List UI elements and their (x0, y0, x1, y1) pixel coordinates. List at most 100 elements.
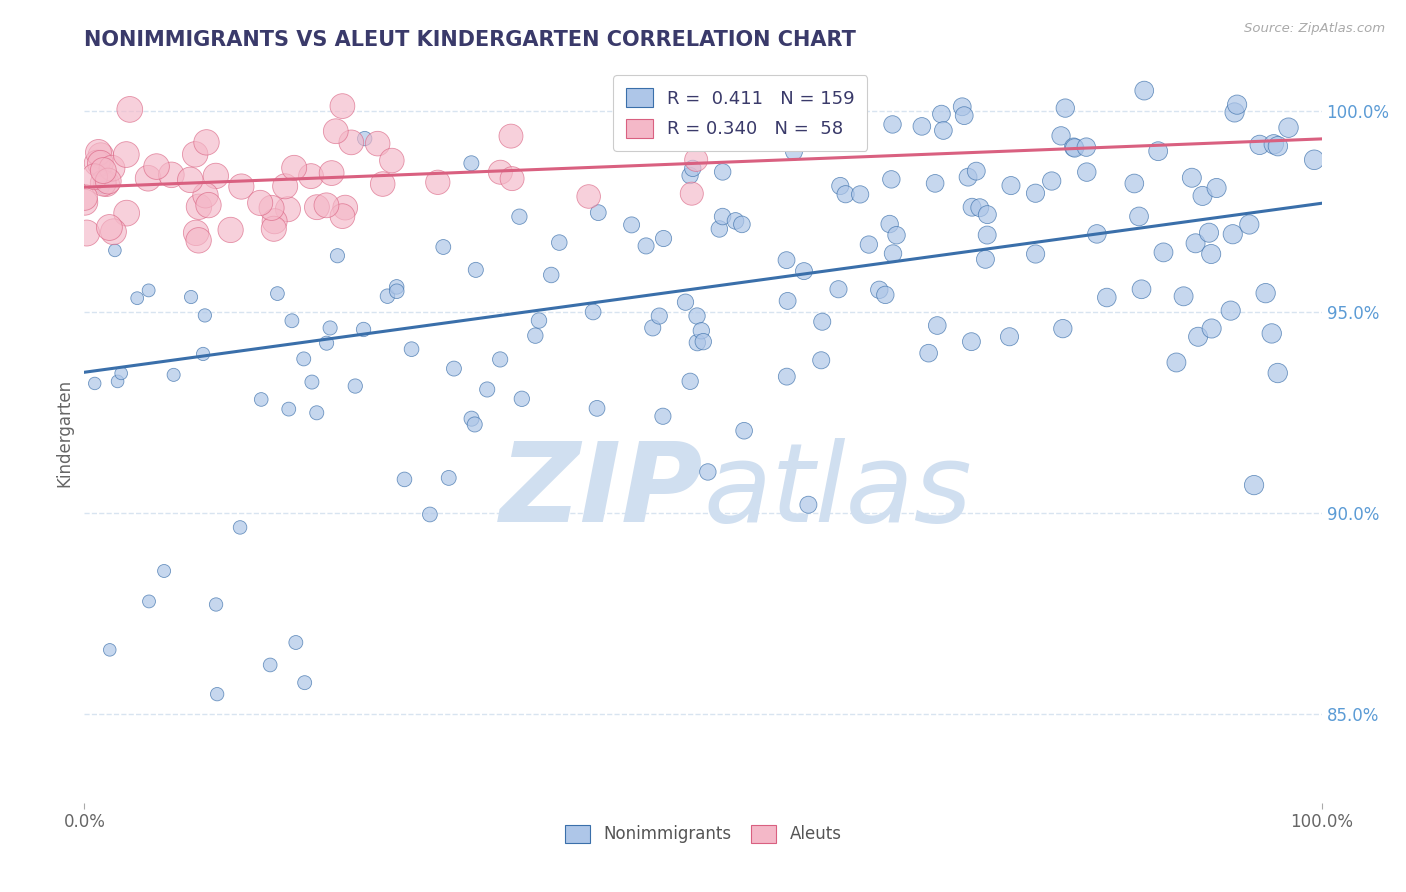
Point (179, 173, 201, 187)
Point (1166, 355, 1188, 369)
Point (385, 284, 408, 298)
Point (1040, 174, 1063, 188)
Point (263, 214, 285, 228)
Point (1024, 186, 1046, 201)
Point (950, 100, 973, 114)
Point (960, 200, 983, 214)
Point (90, 149, 112, 163)
Point (1076, 140, 1098, 154)
Point (188, 200, 211, 214)
Point (401, 342, 423, 356)
Point (827, 282, 849, 296)
Point (153, 564, 176, 578)
Point (1050, 128, 1073, 143)
Point (776, 369, 799, 384)
Point (97, 174, 120, 188)
Point (879, 217, 901, 231)
Point (353, 322, 375, 336)
Point (321, 166, 343, 180)
Point (277, 402, 299, 417)
Point (880, 172, 903, 186)
Point (294, 675, 316, 690)
Point (91, 180, 114, 194)
Point (325, 124, 347, 138)
Point (540, 268, 562, 282)
Point (957, 170, 980, 185)
Point (103, 225, 125, 239)
Point (477, 383, 499, 397)
Point (104, 244, 127, 258)
Point (976, 208, 998, 222)
Point (797, 498, 820, 512)
Point (205, 598, 228, 612)
Point (882, 118, 904, 132)
Point (1191, 189, 1213, 203)
Point (138, 594, 160, 608)
Point (197, 198, 219, 212)
Point (932, 123, 955, 137)
Point (1223, 105, 1246, 120)
Point (432, 240, 454, 254)
Point (1219, 303, 1241, 318)
Point (679, 374, 702, 388)
Point (1184, 236, 1206, 251)
Point (301, 375, 323, 389)
Point (101, 161, 124, 176)
Point (315, 198, 337, 212)
Point (793, 264, 815, 278)
Point (1130, 282, 1153, 296)
Point (73, 190, 96, 204)
Point (249, 195, 271, 210)
Text: NONIMMIGRANTS VS ALEUT KINDERGARTEN CORRELATION CHART: NONIMMIGRANTS VS ALEUT KINDERGARTEN CORR… (84, 29, 856, 50)
Point (917, 346, 939, 360)
Point (340, 136, 363, 150)
Text: Source: ZipAtlas.com: Source: ZipAtlas.com (1244, 22, 1385, 36)
Point (527, 313, 550, 327)
Point (381, 153, 404, 168)
Point (1173, 289, 1195, 303)
Point (1095, 291, 1118, 305)
Point (229, 520, 252, 534)
Point (464, 417, 486, 432)
Point (86, 156, 108, 170)
Point (1243, 478, 1265, 492)
Point (974, 252, 997, 267)
Point (501, 171, 523, 186)
Point (652, 231, 675, 245)
Point (332, 99, 354, 113)
Point (163, 368, 186, 382)
Point (191, 347, 214, 361)
Point (1205, 181, 1227, 195)
Point (1249, 137, 1271, 152)
Point (617, 84, 640, 98)
Point (911, 120, 934, 134)
Point (231, 179, 253, 194)
Point (89, 156, 111, 170)
Point (931, 107, 953, 121)
Point (1025, 247, 1047, 261)
Point (250, 392, 273, 407)
Point (76, 226, 98, 240)
Point (266, 286, 288, 301)
Point (115, 206, 138, 220)
Point (696, 465, 718, 479)
Point (371, 177, 394, 191)
Point (344, 379, 367, 393)
Point (776, 293, 799, 308)
Point (679, 169, 702, 183)
Point (274, 179, 297, 194)
Point (259, 657, 281, 672)
Point (510, 392, 533, 406)
Point (419, 508, 441, 522)
Point (582, 305, 605, 319)
Point (681, 186, 703, 201)
Point (180, 290, 202, 304)
Point (690, 324, 713, 338)
Point (682, 161, 704, 176)
Point (83, 169, 105, 184)
Point (219, 223, 242, 237)
Point (1181, 170, 1204, 185)
Point (83, 376, 105, 391)
Point (1261, 326, 1284, 341)
Point (335, 201, 357, 215)
